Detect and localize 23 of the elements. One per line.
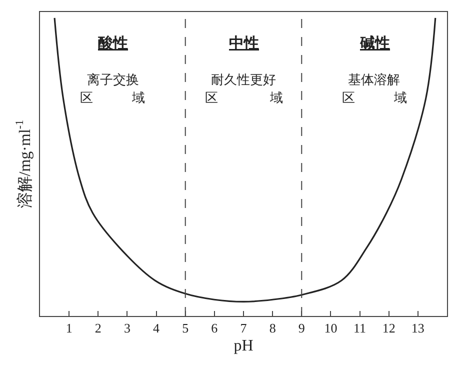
x-tick-label: 9 xyxy=(298,320,305,336)
x-tick-label: 13 xyxy=(411,320,424,336)
x-tick-label: 6 xyxy=(211,320,218,336)
annotation: 基体溶解 xyxy=(348,72,400,87)
x-tick-label: 7 xyxy=(240,320,248,336)
annotation: 离子交换 xyxy=(87,72,139,87)
annotation: 碱性 xyxy=(359,35,390,52)
annotation: 酸性 xyxy=(98,35,128,52)
x-tick-label: 4 xyxy=(153,320,160,336)
x-tick-label: 5 xyxy=(182,320,189,336)
annotation: 区 域 xyxy=(342,90,407,105)
x-tick-label: 1 xyxy=(66,320,72,336)
annotation: 区 域 xyxy=(80,90,145,105)
x-tick-label: 8 xyxy=(269,320,276,336)
x-tick-label: 12 xyxy=(382,320,396,336)
x-tick-label: 3 xyxy=(124,320,130,336)
x-tick-label: 10 xyxy=(324,320,338,336)
annotation: 耐久性更好 xyxy=(211,72,276,87)
x-tick-label: 2 xyxy=(94,320,102,336)
x-tick-label: 11 xyxy=(354,320,366,336)
annotation: 中性 xyxy=(229,35,259,52)
x-axis-title: pH xyxy=(234,337,254,354)
annotation: 区 域 xyxy=(205,90,283,105)
